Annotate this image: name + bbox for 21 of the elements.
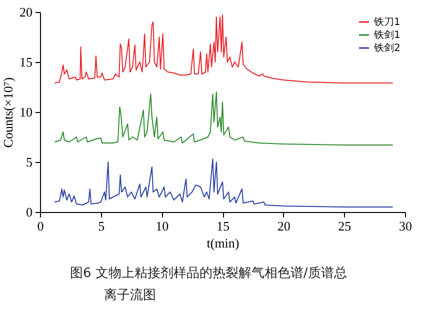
legend-label: 铁剑2 bbox=[373, 42, 400, 54]
y-tick-label: 10 bbox=[20, 104, 32, 120]
y-axis-title: Counts(×10⁷) bbox=[0, 77, 16, 148]
y-tick-label: 20 bbox=[20, 4, 32, 20]
x-tick-label: 25 bbox=[338, 218, 352, 234]
x-tick-label: 5 bbox=[98, 218, 105, 234]
y-tick-label: 5 bbox=[26, 154, 32, 170]
x-tick-label: 30 bbox=[399, 218, 412, 234]
y-tick-label: 15 bbox=[20, 54, 32, 70]
legend-label: 铁刀1 bbox=[373, 16, 400, 28]
legend-label: 铁剑1 bbox=[373, 29, 400, 41]
x-axis-title: t(min) bbox=[206, 236, 240, 250]
line-series bbox=[54, 14, 394, 84]
line-series bbox=[54, 92, 394, 146]
caption: 图6 文物上粘接剂样品的热裂解气相色谱/质谱总离子流图 bbox=[70, 265, 347, 303]
x-tick-label: 15 bbox=[216, 218, 230, 234]
x-tick-label: 10 bbox=[156, 218, 169, 234]
y-tick-label: 0 bbox=[26, 204, 32, 220]
x-tick-label: 0 bbox=[37, 218, 44, 234]
x-tick-label: 20 bbox=[277, 218, 290, 234]
line-series bbox=[54, 158, 394, 208]
